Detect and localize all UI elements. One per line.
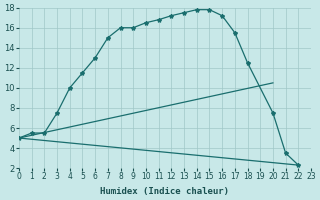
X-axis label: Humidex (Indice chaleur): Humidex (Indice chaleur) <box>100 187 229 196</box>
